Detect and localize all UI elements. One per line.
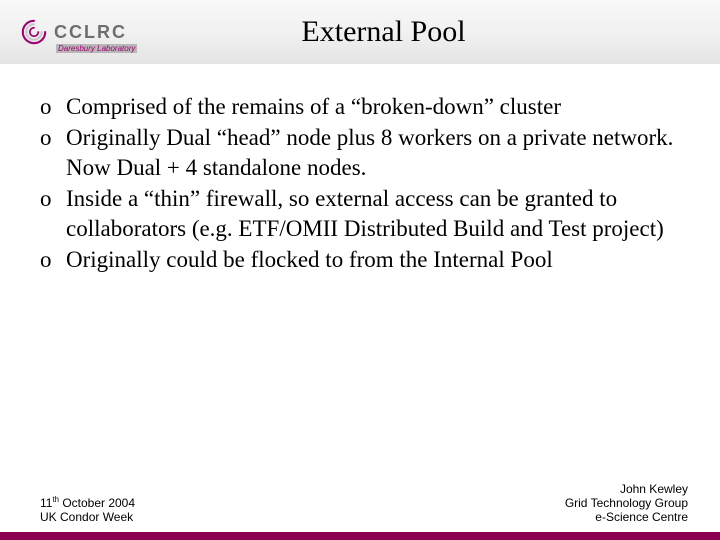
footer-group: Grid Technology Group (565, 496, 688, 510)
slide-title: External Pool (127, 15, 700, 49)
list-item: o Comprised of the remains of a “broken-… (40, 92, 680, 121)
slide-body: o Comprised of the remains of a “broken-… (0, 64, 720, 482)
bullet-marker: o (40, 184, 66, 213)
footer-author: John Kewley (565, 482, 688, 496)
list-item: o Inside a “thin” firewall, so external … (40, 184, 680, 243)
logo-subtitle: Daresbury Laboratory (56, 44, 137, 53)
bullet-marker: o (40, 123, 66, 152)
bullet-text: Originally could be flocked to from the … (66, 245, 680, 274)
footer-date: 11th October 2004 (40, 495, 135, 510)
footer-centre: e-Science Centre (565, 510, 688, 524)
bullet-marker: o (40, 92, 66, 121)
footer-left: 11th October 2004 UK Condor Week (40, 495, 135, 524)
slide-footer: 11th October 2004 UK Condor Week John Ke… (0, 482, 720, 532)
footer-accent-bar (0, 532, 720, 540)
footer-event: UK Condor Week (40, 510, 135, 524)
bullet-marker: o (40, 245, 66, 274)
footer-right: John Kewley Grid Technology Group e-Scie… (565, 482, 688, 524)
swirl-icon (20, 18, 48, 46)
list-item: o Originally could be flocked to from th… (40, 245, 680, 274)
bullet-text: Inside a “thin” firewall, so external ac… (66, 184, 680, 243)
list-item: o Originally Dual “head” node plus 8 wor… (40, 123, 680, 182)
slide: CCLRC Daresbury Laboratory External Pool… (0, 0, 720, 540)
bullet-list: o Comprised of the remains of a “broken-… (40, 92, 680, 275)
logo-acronym: CCLRC (54, 22, 127, 43)
slide-header: CCLRC Daresbury Laboratory External Pool (0, 0, 720, 64)
bullet-text: Originally Dual “head” node plus 8 worke… (66, 123, 680, 182)
logo: CCLRC (20, 18, 127, 46)
bullet-text: Comprised of the remains of a “broken-do… (66, 92, 680, 121)
